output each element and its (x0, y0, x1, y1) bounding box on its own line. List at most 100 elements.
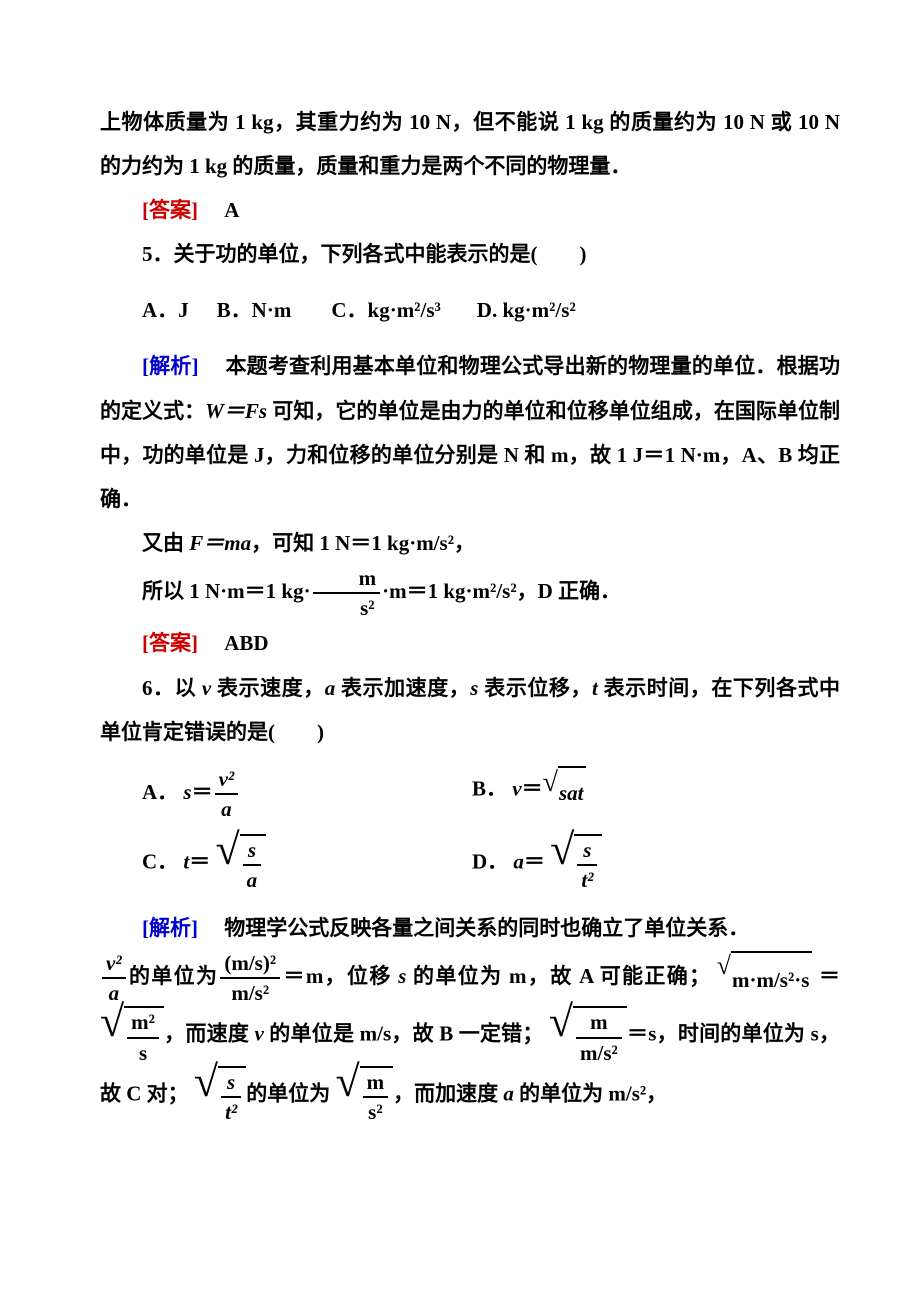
radicand: m² s (124, 1006, 164, 1066)
text: 表示加速度， (335, 676, 470, 700)
fraction: s a (243, 837, 262, 894)
text: 表示速度， (211, 676, 325, 700)
answer-label: [答案] (142, 198, 198, 222)
lhs: a (513, 850, 524, 874)
denominator: s² (313, 594, 381, 621)
label: A． (142, 780, 178, 804)
radical-icon: √ (717, 953, 731, 979)
radical-icon: √ (550, 828, 574, 872)
sqrt: √sat (543, 766, 587, 815)
equation: F＝ma (189, 531, 251, 555)
sqrt: √ m m/s² (549, 1006, 627, 1066)
numerator: m (313, 565, 381, 594)
variable-v: v (255, 1022, 264, 1046)
text: 的单位是 m/s，故 B 一定错； (264, 1022, 544, 1046)
denominator: t² (221, 1098, 241, 1125)
numerator: m (576, 1009, 622, 1038)
fraction: m s² (313, 565, 381, 622)
radicand: sat (558, 766, 587, 815)
numerator: m (363, 1069, 389, 1098)
question-5-stem: 5．关于功的单位，下列各式中能表示的是( ) (100, 232, 840, 276)
sqrt: √ s t² (550, 834, 602, 894)
radicand: s t² (218, 1066, 246, 1126)
answer-value: A (224, 198, 239, 222)
numerator: s (221, 1069, 241, 1098)
denominator: m/s² (220, 979, 280, 1006)
text: ＝ (819, 964, 840, 988)
text: 的单位为 m/s²， (514, 1081, 667, 1105)
explanation-label: [解析] (142, 354, 199, 378)
text: 表示位移， (478, 676, 592, 700)
label: C． (142, 850, 178, 874)
label: B． (472, 776, 507, 800)
lhs: t (183, 850, 189, 874)
fraction: m² s (127, 1009, 159, 1066)
fraction: m s² (363, 1069, 389, 1126)
sqrt: √ s t² (194, 1066, 246, 1126)
question-5-options: A．J B．N·m C．kg·m²/s³ D. kg·m²/s² (100, 288, 840, 332)
numerator: v² (215, 766, 239, 795)
text: 物理学公式反映各量之间关系的同时也确立了单位关系． (224, 916, 749, 940)
fraction: s t² (577, 837, 597, 894)
variable-a: a (503, 1081, 514, 1105)
option-c: C． t＝ √ s a (142, 834, 472, 894)
denominator: a (243, 866, 262, 893)
numerator: s (243, 837, 262, 866)
question-6-options-row1: A． s＝ v² a B． v＝ √sat (100, 766, 840, 823)
text: 所以 1 N·m＝1 kg· (142, 579, 311, 603)
text: ，可知 1 N＝1 kg·m/s²， (251, 531, 475, 555)
radicand: s a (240, 834, 267, 894)
radicand: s t² (574, 834, 602, 894)
fraction: (m/s)² m/s² (220, 950, 280, 1007)
variable-v: v (202, 676, 211, 700)
option-d: D. kg·m²/s² (477, 288, 576, 332)
text: ，而速度 (164, 1022, 255, 1046)
fraction: v² a (215, 766, 239, 823)
answer-4: [答案] A (100, 188, 840, 232)
radical-icon: √ (543, 769, 558, 797)
explanation-5-line3: 所以 1 N·m＝1 kg· m s² ·m＝1 kg·m²/s²，D 正确． (100, 565, 840, 622)
radicand: m s² (360, 1066, 394, 1126)
question-6-stem: 6．以 v 表示速度，a 表示加速度，s 表示位移，t 表示时间，在下列各式中单… (100, 666, 840, 754)
denominator: a (215, 795, 239, 822)
fraction: m m/s² (576, 1009, 622, 1066)
numerator: m² (127, 1009, 159, 1038)
sqrt: √ s a (216, 834, 267, 894)
text: 的单位为 (246, 1081, 330, 1105)
text: 又由 (142, 531, 189, 555)
sqrt: √m·m/s²·s (717, 951, 813, 1005)
explanation-6-line1: [解析] 物理学公式反映各量之间关系的同时也确立了单位关系． (100, 906, 840, 950)
option-a: A．J (142, 288, 189, 332)
option-d: D． a＝ √ s t² (472, 834, 602, 894)
sqrt: √ m s² (335, 1066, 393, 1126)
equation: W＝Fs (205, 399, 267, 423)
sqrt: √ m² s (100, 1006, 164, 1066)
numerator: v² (102, 950, 126, 979)
radicand: m·m/s²·s (731, 951, 812, 1005)
explanation-5-line2: 又由 F＝ma，可知 1 N＝1 kg·m/s²， (100, 521, 840, 565)
radical-icon: √ (100, 1000, 124, 1044)
radical-icon: √ (335, 1060, 359, 1104)
answer-5: [答案] ABD (100, 621, 840, 665)
explanation-5: [解析] 本题考查利用基本单位和物理公式导出新的物理量的单位．根据功的定义式：W… (100, 344, 840, 520)
numerator: (m/s)² (220, 950, 280, 979)
text: ＝m，位移 (282, 964, 398, 988)
radicand: m m/s² (573, 1006, 627, 1066)
option-a: A． s＝ v² a (142, 766, 472, 823)
answer-value: ABD (224, 631, 268, 655)
label: D． (472, 850, 508, 874)
question-6-options-row2: C． t＝ √ s a D． a＝ √ s (100, 834, 840, 894)
document-page: 上物体质量为 1 kg，其重力约为 10 N，但不能说 1 kg 的质量约为 1… (0, 0, 920, 1185)
explanation-6-body: v² a 的单位为 (m/s)² m/s² ＝m，位移 s 的单位为 m，故 A… (100, 950, 840, 1126)
denominator: s (127, 1039, 159, 1066)
text: 的单位为 (128, 964, 219, 988)
radical-icon: √ (216, 828, 240, 872)
radical-icon: √ (194, 1060, 218, 1104)
denominator: t² (577, 866, 597, 893)
lhs: s (183, 780, 191, 804)
lhs: v (512, 776, 521, 800)
text: 6．以 (142, 676, 202, 700)
option-b: B．N·m (217, 288, 292, 332)
denominator: m/s² (576, 1039, 622, 1066)
text: ，而加速度 (393, 1081, 503, 1105)
